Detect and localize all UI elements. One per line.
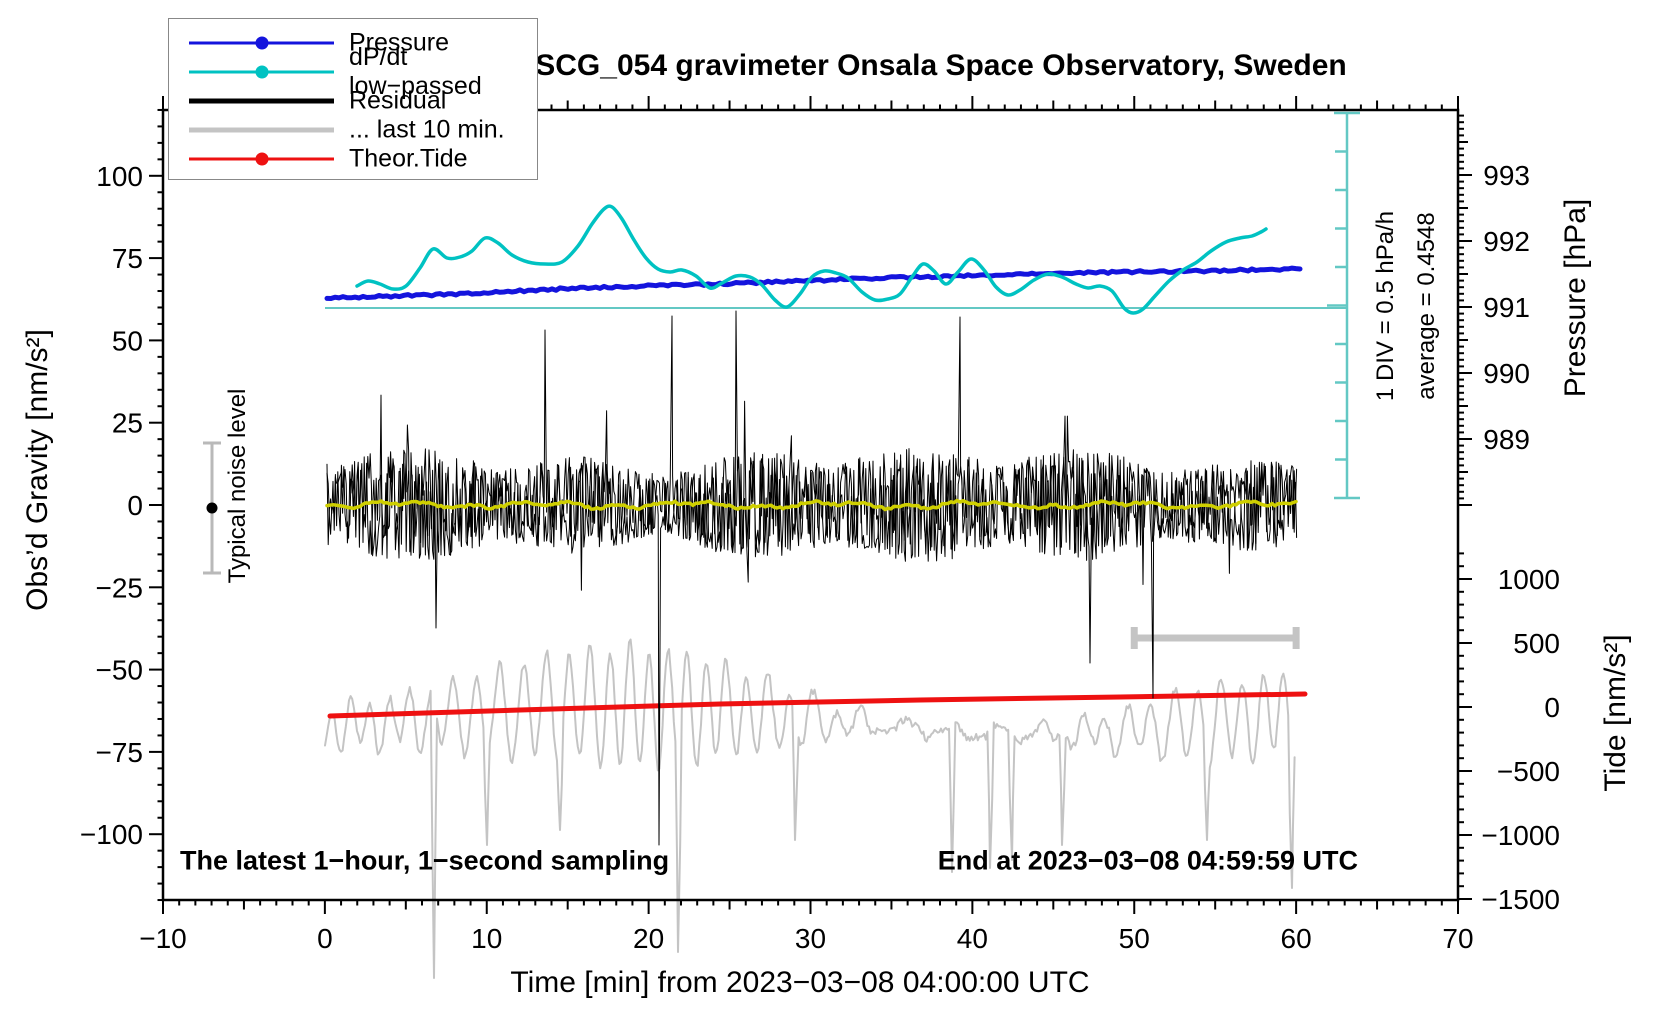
legend-line-sample	[189, 28, 334, 57]
legend-marker-dot	[255, 65, 268, 78]
legend-item--last-10-min-: ... last 10 min.	[169, 115, 537, 144]
legend-label: dP/dt low−passed	[349, 42, 482, 100]
tide-tick-label: 500	[1513, 628, 1560, 659]
end-time-annotation: End at 2023−03−08 04:59:59 UTC	[937, 845, 1358, 876]
legend-label: Residual	[349, 86, 447, 114]
last10min-trace	[324, 638, 1296, 979]
sampling-annotation: The latest 1−hour, 1−second sampling	[180, 845, 670, 876]
x-tick-label: 50	[1119, 923, 1150, 954]
x-tick-label: 60	[1281, 923, 1312, 954]
pressure-tick-label: 990	[1483, 358, 1530, 389]
div-scale-annotation: 1 DIV = 0.5 hPa/h	[1372, 210, 1399, 402]
dpdt-line	[355, 204, 1268, 315]
x-tick-label: 10	[471, 923, 502, 954]
residual-trace	[326, 310, 1298, 846]
x-tick-label: 0	[317, 923, 333, 954]
tide-tick-label: −1000	[1481, 820, 1560, 851]
legend-item-residual: Residual	[169, 86, 537, 115]
legend-marker-dot	[255, 36, 268, 49]
legend-line-sample	[189, 86, 334, 115]
legend-line-sample	[189, 115, 334, 144]
tide-tick-label: −1500	[1481, 884, 1560, 915]
noise-bar-dot	[206, 502, 218, 514]
legend-label: Theor.Tide	[349, 144, 468, 172]
x-axis-label: Time [min] from 2023−03−08 04:00:00 UTC	[510, 966, 1090, 999]
legend-item-theor-tide: Theor.Tide	[169, 144, 537, 173]
gravity-axis-label: Obs’d Gravity [nm/s²]	[21, 329, 54, 611]
pressure-axis-label: Pressure [hPa]	[1559, 198, 1592, 398]
gravity-tick-label: −100	[80, 819, 143, 850]
legend-marker-dot	[255, 152, 268, 165]
pressure-tick-label: 992	[1483, 226, 1530, 257]
legend-box: Pressure dP/dt low−passed Residual... last…	[168, 18, 538, 180]
legend-line-sample	[189, 144, 334, 173]
residual-lowpass-line	[325, 498, 1298, 512]
legend-item-dp-dt-low-passed: dP/dt low−passed	[169, 43, 537, 100]
tide-tick-label: −500	[1497, 756, 1560, 787]
gravity-tick-label: 0	[127, 490, 143, 521]
x-tick-label: 40	[957, 923, 988, 954]
theor-tide-line	[327, 691, 1308, 719]
legend-label: ... last 10 min.	[349, 115, 505, 143]
pressure-tick-label: 993	[1483, 160, 1530, 191]
residual-trace	[326, 415, 1298, 591]
tide-tick-label: 0	[1544, 692, 1560, 723]
pressure-line	[324, 265, 1303, 301]
x-tick-label: 70	[1442, 923, 1473, 954]
tide-tick-label: 1000	[1498, 564, 1560, 595]
page-title: SCG_054 gravimeter Onsala Space Observat…	[535, 49, 1347, 82]
pressure-tick-label: 989	[1483, 424, 1530, 455]
x-tick-label: 20	[633, 923, 664, 954]
legend-item-pressure: Pressure	[169, 28, 537, 57]
pressure-tick-label: 991	[1483, 292, 1530, 323]
gravity-tick-label: 25	[112, 408, 143, 439]
legend-line	[189, 98, 334, 103]
legend-label: Pressure	[349, 28, 450, 56]
legend-line	[189, 127, 334, 132]
legend-line-sample	[189, 57, 334, 86]
gravity-tick-label: 75	[112, 243, 143, 274]
x-tick-label: 30	[795, 923, 826, 954]
gravity-tick-label: 50	[112, 325, 143, 356]
average-annotation: average = 0.4548	[1413, 212, 1440, 400]
noise-level-annotation: Typical noise level	[224, 388, 251, 584]
gravity-tick-label: −75	[96, 737, 144, 768]
gravity-tick-label: −50	[96, 655, 144, 686]
x-tick-label: −10	[139, 923, 187, 954]
tide-axis-label: Tide [nm/s²]	[1599, 634, 1632, 792]
gravity-tick-label: −25	[96, 572, 144, 603]
gravity-tick-label: 100	[96, 161, 143, 192]
